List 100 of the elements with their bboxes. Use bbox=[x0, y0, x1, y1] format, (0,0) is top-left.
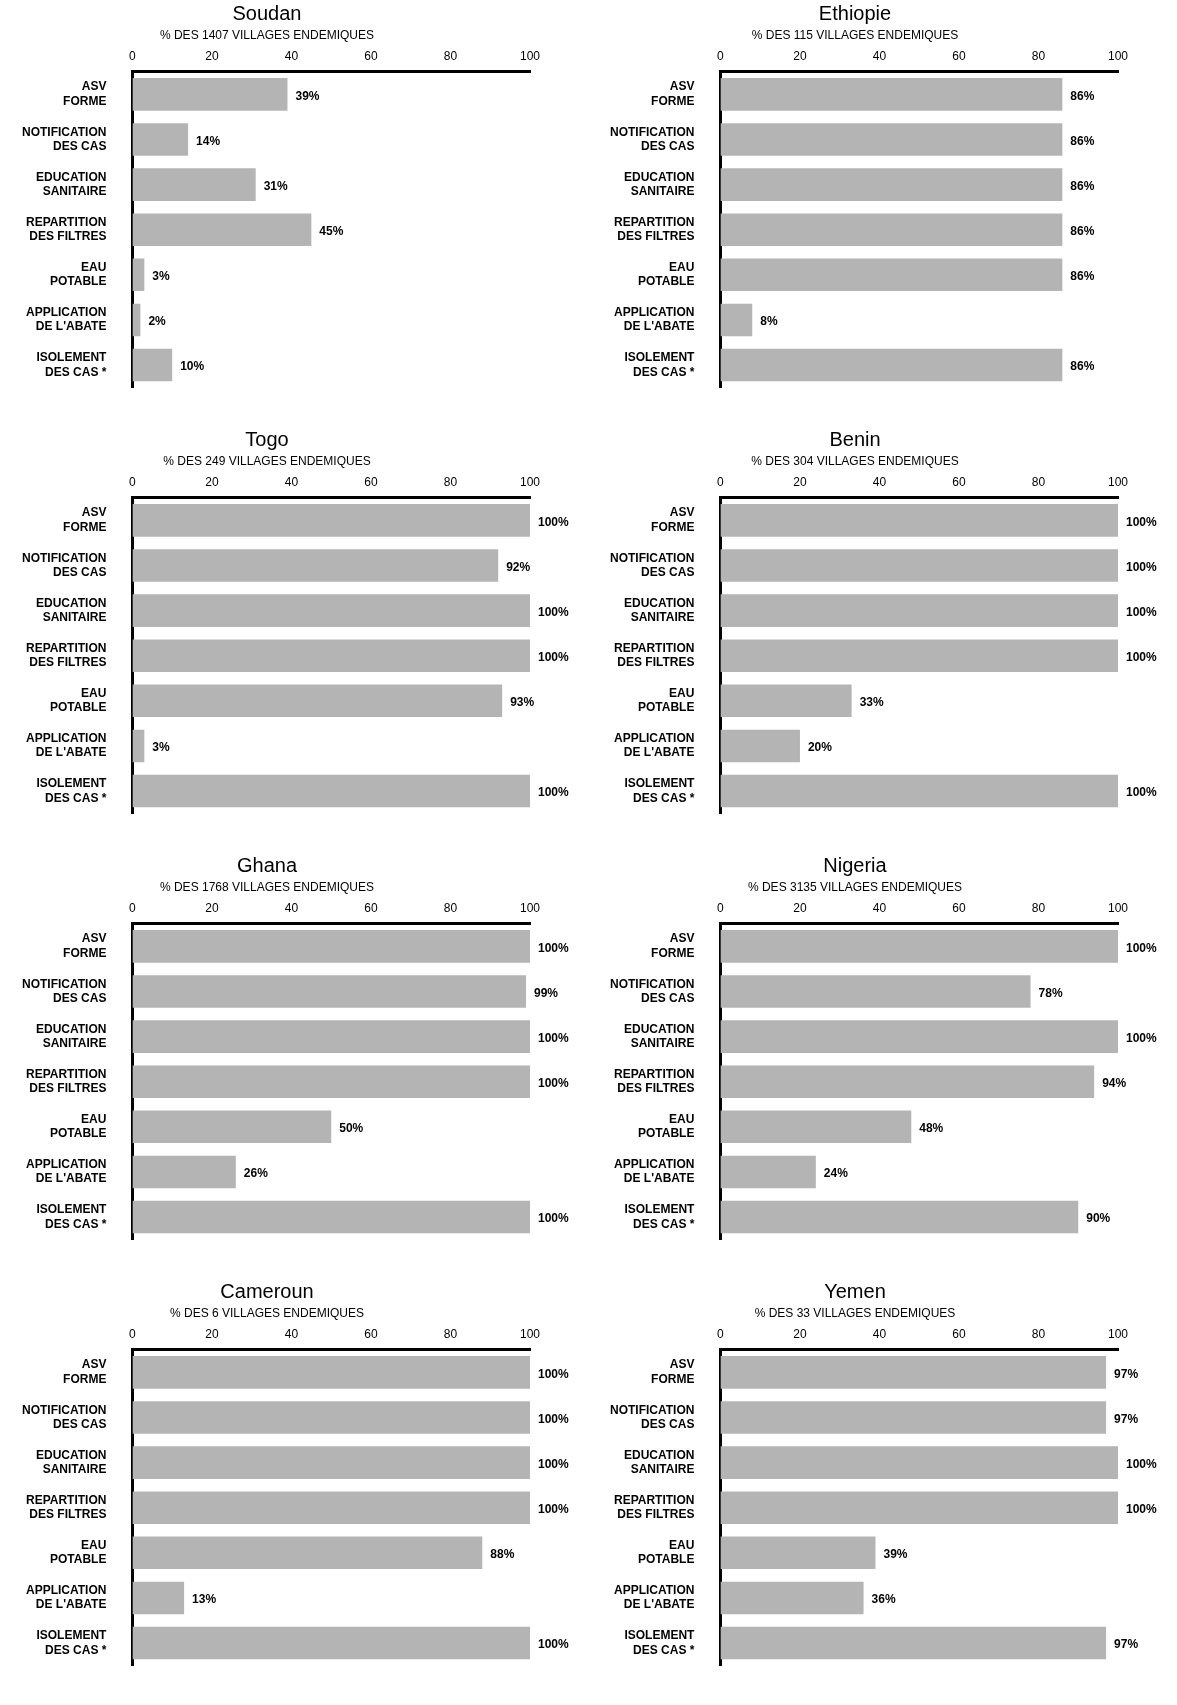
bar bbox=[720, 1491, 1118, 1524]
data-label: 13% bbox=[192, 1592, 217, 1607]
bar bbox=[132, 213, 312, 246]
x-tick-label: 60 bbox=[364, 48, 378, 63]
bar bbox=[720, 1581, 864, 1615]
data-label: 93% bbox=[510, 695, 535, 710]
bar bbox=[720, 1401, 1107, 1434]
data-label: 86% bbox=[1070, 178, 1095, 193]
bar bbox=[132, 1356, 530, 1389]
x-tick-label: 100 bbox=[1107, 900, 1129, 915]
bar bbox=[720, 1446, 1118, 1479]
bar bbox=[132, 168, 256, 201]
bar bbox=[720, 729, 800, 763]
data-label: 100% bbox=[538, 650, 570, 665]
x-tick-label: 100 bbox=[519, 48, 541, 63]
data-label: 100% bbox=[538, 1211, 570, 1226]
y-tick-label: ISOLEMENT DES CAS * bbox=[36, 1202, 108, 1231]
data-label: 100% bbox=[538, 1411, 570, 1426]
bar bbox=[720, 1536, 876, 1570]
data-label: 86% bbox=[1070, 269, 1095, 284]
x-tick-label: 20 bbox=[793, 900, 807, 915]
y-tick-label: NOTIFICATION DES CAS bbox=[22, 976, 107, 1005]
y-tick-label: REPARTITION DES FILTRES bbox=[25, 1066, 107, 1096]
y-tick-label: ISOLEMENT DES CAS * bbox=[624, 350, 696, 379]
x-tick-label: 0 bbox=[717, 48, 725, 63]
chart-subtitle: % DES 6 VILLAGES ENDEMIQUES bbox=[169, 1305, 365, 1320]
bar bbox=[720, 1110, 912, 1144]
bar bbox=[132, 348, 173, 382]
y-tick-label: NOTIFICATION DES CAS bbox=[22, 124, 107, 153]
chart-subtitle: % DES 1407 VILLAGES ENDEMIQUES bbox=[159, 27, 375, 42]
x-tick-label: 80 bbox=[443, 474, 458, 489]
chart-subtitle: % DES 249 VILLAGES ENDEMIQUES bbox=[163, 453, 371, 468]
data-label: 2% bbox=[148, 314, 167, 329]
bar bbox=[132, 774, 530, 808]
data-label: 10% bbox=[180, 359, 205, 374]
y-tick-label: ASV FORME bbox=[63, 505, 107, 534]
x-tick-label: 0 bbox=[717, 900, 725, 915]
y-tick-label: EDUCATION SANITAIRE bbox=[623, 595, 695, 625]
data-label: 100% bbox=[1126, 1030, 1158, 1045]
bar bbox=[132, 975, 527, 1008]
data-label: 90% bbox=[1086, 1211, 1111, 1226]
y-tick-label: NOTIFICATION DES CAS bbox=[22, 1402, 107, 1431]
y-tick-label: ASV FORME bbox=[651, 79, 695, 108]
y-tick-label: ISOLEMENT DES CAS * bbox=[36, 1628, 108, 1657]
y-tick-label: EDUCATION SANITAIRE bbox=[35, 1021, 107, 1051]
bar bbox=[720, 639, 1118, 672]
y-tick-label: ASV FORME bbox=[63, 931, 107, 960]
y-tick-label: EAU POTABLE bbox=[49, 685, 107, 715]
y-tick-label: EAU POTABLE bbox=[637, 1111, 695, 1141]
data-label: 94% bbox=[1102, 1076, 1127, 1091]
y-tick-label: EAU POTABLE bbox=[49, 259, 107, 289]
bar bbox=[132, 729, 145, 763]
y-tick-label: EAU POTABLE bbox=[49, 1537, 107, 1567]
x-tick-label: 20 bbox=[205, 48, 219, 63]
data-label: 97% bbox=[1114, 1411, 1139, 1426]
bar bbox=[720, 1626, 1107, 1660]
y-tick-label: REPARTITION DES FILTRES bbox=[25, 640, 107, 670]
chart-title: Yemen bbox=[824, 1279, 886, 1302]
x-tick-label: 40 bbox=[284, 1326, 299, 1341]
y-tick-label: EDUCATION SANITAIRE bbox=[623, 169, 695, 199]
bar bbox=[132, 1020, 530, 1053]
x-tick-label: 60 bbox=[952, 1326, 966, 1341]
x-tick-label: 100 bbox=[1107, 1326, 1129, 1341]
chart-subtitle: % DES 115 VILLAGES ENDEMIQUES bbox=[751, 27, 959, 42]
data-label: 86% bbox=[1070, 359, 1095, 374]
chart-subtitle: % DES 1768 VILLAGES ENDEMIQUES bbox=[159, 879, 375, 894]
y-tick-label: ISOLEMENT DES CAS * bbox=[36, 776, 108, 805]
y-tick-label: APPLICATION DE L'ABATE bbox=[613, 1583, 695, 1612]
bar bbox=[720, 594, 1118, 627]
data-label: 100% bbox=[1126, 650, 1158, 665]
bar bbox=[132, 1155, 236, 1189]
data-label: 100% bbox=[538, 1366, 570, 1381]
y-tick-label: EDUCATION SANITAIRE bbox=[623, 1021, 695, 1051]
data-label: 100% bbox=[538, 514, 570, 529]
y-tick-label: ISOLEMENT DES CAS * bbox=[624, 776, 696, 805]
x-tick-label: 40 bbox=[284, 48, 299, 63]
y-tick-label: EAU POTABLE bbox=[49, 1111, 107, 1141]
bar bbox=[132, 78, 288, 111]
data-label: 100% bbox=[538, 785, 570, 800]
x-tick-label: 0 bbox=[717, 1326, 725, 1341]
data-label: 31% bbox=[263, 178, 289, 193]
x-tick-label: 40 bbox=[872, 900, 887, 915]
chart-subtitle: % DES 3135 VILLAGES ENDEMIQUES bbox=[747, 879, 963, 894]
data-label: 100% bbox=[538, 1502, 570, 1517]
y-tick-label: ISOLEMENT DES CAS * bbox=[36, 350, 108, 379]
data-label: 100% bbox=[538, 1637, 570, 1652]
chart-title: Cameroun bbox=[220, 1279, 314, 1302]
data-label: 100% bbox=[1126, 604, 1158, 619]
x-tick-label: 60 bbox=[364, 474, 378, 489]
bar bbox=[132, 549, 499, 582]
bar bbox=[132, 504, 530, 537]
x-tick-label: 0 bbox=[129, 900, 137, 915]
x-tick-label: 100 bbox=[519, 1326, 541, 1341]
y-tick-label: EDUCATION SANITAIRE bbox=[35, 595, 107, 625]
data-label: 86% bbox=[1070, 88, 1095, 103]
bar bbox=[720, 1155, 816, 1189]
x-tick-label: 80 bbox=[443, 48, 458, 63]
y-tick-label: REPARTITION DES FILTRES bbox=[613, 640, 695, 670]
y-tick-label: EAU POTABLE bbox=[637, 685, 695, 715]
x-tick-label: 40 bbox=[872, 474, 887, 489]
